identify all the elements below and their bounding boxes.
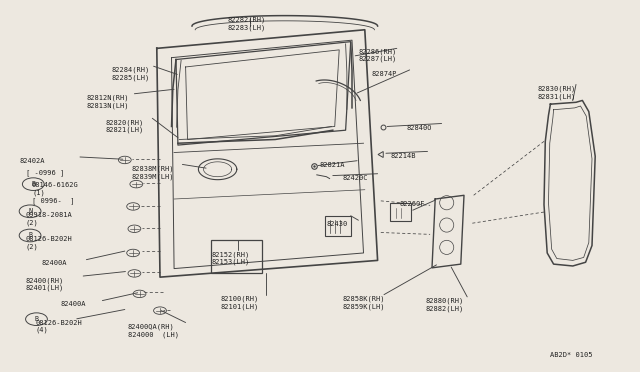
Text: 82214B: 82214B xyxy=(390,153,416,158)
Text: 82400QA(RH)
824000  (LH): 82400QA(RH) 824000 (LH) xyxy=(128,324,179,338)
Text: 82286(RH)
82287(LH): 82286(RH) 82287(LH) xyxy=(358,48,397,62)
Text: N: N xyxy=(28,208,32,214)
Text: 82838M(RH)
82839M(LH): 82838M(RH) 82839M(LH) xyxy=(131,166,173,180)
Text: 82260F: 82260F xyxy=(400,201,426,207)
Text: AB2D* 0105: AB2D* 0105 xyxy=(550,352,593,357)
Text: 09918-2081A
(2): 09918-2081A (2) xyxy=(26,212,72,225)
Text: 82400(RH)
82401(LH): 82400(RH) 82401(LH) xyxy=(26,277,64,291)
Text: B: B xyxy=(35,316,38,322)
Text: [ -0996 ]: [ -0996 ] xyxy=(26,169,64,176)
Text: 82812N(RH)
82813N(LH): 82812N(RH) 82813N(LH) xyxy=(86,95,129,109)
Text: 82874P: 82874P xyxy=(371,71,397,77)
Text: 82420C: 82420C xyxy=(342,175,368,181)
Text: 08146-6162G
(1)
[ 0996-  ]: 08146-6162G (1) [ 0996- ] xyxy=(32,182,79,203)
Text: B: B xyxy=(28,232,32,238)
Text: B: B xyxy=(31,181,35,187)
Text: 82400A: 82400A xyxy=(61,301,86,307)
Text: 82282(RH)
82283(LH): 82282(RH) 82283(LH) xyxy=(227,17,266,31)
Text: 82284(RH)
82285(LH): 82284(RH) 82285(LH) xyxy=(112,67,150,81)
Text: 82402A: 82402A xyxy=(19,158,45,164)
Text: 82880(RH)
82882(LH): 82880(RH) 82882(LH) xyxy=(426,298,464,312)
Text: 82100(RH)
82101(LH): 82100(RH) 82101(LH) xyxy=(221,296,259,310)
Text: 82821A: 82821A xyxy=(320,162,346,168)
Text: 08126-B202H
(4): 08126-B202H (4) xyxy=(35,320,82,333)
Text: 82840O: 82840O xyxy=(406,125,432,131)
Text: 82830(RH)
82831(LH): 82830(RH) 82831(LH) xyxy=(538,86,576,100)
Text: 08126-B202H
(2): 08126-B202H (2) xyxy=(26,236,72,250)
Text: 82152(RH)
82153(LH): 82152(RH) 82153(LH) xyxy=(211,251,250,265)
Text: 82820(RH)
82821(LH): 82820(RH) 82821(LH) xyxy=(106,119,144,133)
Text: 82430: 82430 xyxy=(326,221,348,227)
Text: 82858K(RH)
82859K(LH): 82858K(RH) 82859K(LH) xyxy=(342,296,385,310)
Text: 82400A: 82400A xyxy=(42,260,67,266)
